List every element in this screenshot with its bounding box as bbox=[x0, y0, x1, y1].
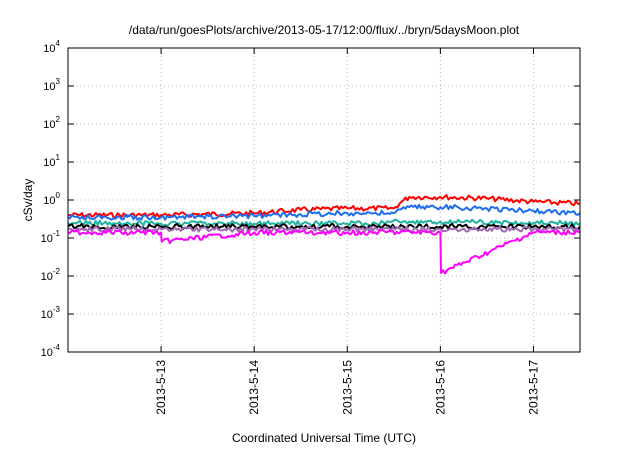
x-tick-label: 2013-5-15 bbox=[340, 360, 354, 415]
x-tick-label: 2013-5-13 bbox=[154, 360, 168, 415]
y-tick-label: 104 bbox=[43, 39, 60, 55]
y-tick-label: 103 bbox=[43, 77, 60, 93]
series-line bbox=[68, 194, 581, 219]
y-tick-label: 10-3 bbox=[41, 305, 61, 321]
y-tick-label: 10-2 bbox=[41, 267, 61, 283]
series-layer bbox=[67, 194, 581, 275]
chart-title: /data/run/goesPlots/archive/2013-05-17/1… bbox=[129, 23, 520, 37]
series-line bbox=[67, 223, 581, 230]
x-axis-label: Coordinated Universal Time (UTC) bbox=[232, 431, 416, 445]
y-tick-label: 10-4 bbox=[41, 343, 61, 359]
y-tick-label: 101 bbox=[43, 153, 60, 169]
series-line bbox=[67, 225, 581, 233]
y-tick-label: 100 bbox=[43, 191, 60, 207]
x-tick-label: 2013-5-17 bbox=[527, 360, 541, 415]
grid-layer bbox=[68, 48, 580, 352]
series-line bbox=[67, 229, 581, 275]
x-tick-label: 2013-5-16 bbox=[433, 360, 447, 415]
y-tick-label: 10-1 bbox=[41, 229, 61, 245]
series-line bbox=[67, 203, 581, 221]
y-tick-label: 102 bbox=[43, 115, 60, 131]
y-axis-label: cSv/day bbox=[21, 179, 35, 222]
x-tick-label: 2013-5-14 bbox=[247, 360, 261, 415]
